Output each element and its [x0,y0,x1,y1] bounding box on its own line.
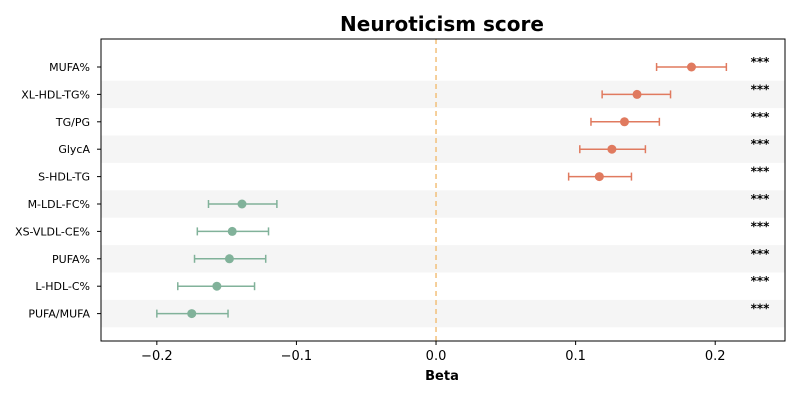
forest-row: *** [177,274,771,291]
beta-point [227,226,237,236]
forest-row: *** [601,82,771,99]
x-tick-label: 0.0 [426,349,447,364]
forest-row: *** [579,137,771,154]
significance-label: *** [751,219,771,233]
significance-label: *** [751,110,771,124]
significance-label: *** [751,137,771,151]
y-tick-label: PUFA% [52,253,90,266]
x-axis: −0.2 −0.1 0.0 0.1 0.2 [141,341,726,364]
beta-point [686,62,696,72]
x-tick-label: −0.1 [281,349,313,364]
y-axis: MUFA% XL-HDL-TG% TG/PG GlycA S-HDL-TG M-LDL-F… [15,61,101,321]
beta-point [237,199,247,209]
chart-title: Neuroticism score [340,12,544,36]
row-band [101,80,785,109]
beta-point [607,144,617,154]
row-band [101,135,785,163]
data-marks: *** *** *** *** *** *** *** *** *** *** [156,55,771,319]
forest-row: *** [196,219,771,236]
beta-point [187,309,197,319]
y-tick-label: L-HDL-C% [35,280,90,293]
x-tick-label: −0.2 [141,349,173,364]
x-tick-label: 0.2 [705,349,726,364]
significance-label: *** [751,274,771,288]
significance-label: *** [751,192,771,206]
beta-point [212,281,222,291]
forest-row: *** [207,192,771,209]
significance-label: *** [751,302,771,316]
y-tick-label: XS-VLDL-CE% [15,225,90,238]
beta-point [224,254,234,264]
x-tick-label: 0.1 [565,349,586,364]
plot-frame [100,38,786,342]
forest-row: *** [193,247,771,264]
significance-label: *** [751,82,771,96]
forest-row: *** [655,55,771,72]
row-bands [101,80,785,328]
y-tick-label: M-LDL-FC% [28,198,90,211]
forest-row: *** [590,110,771,127]
forest-row: *** [567,165,771,182]
significance-label: *** [751,247,771,261]
significance-label: *** [751,55,771,69]
beta-point [594,172,604,182]
y-tick-label: PUFA/MUFA [28,308,90,321]
y-tick-label: GlycA [58,143,90,156]
significance-label: *** [751,165,771,179]
beta-point [619,117,629,127]
forest-row: *** [156,302,771,319]
y-tick-label: MUFA% [49,61,90,74]
y-tick-label: TG/PG [55,116,90,129]
y-tick-label: S-HDL-TG [38,171,90,184]
x-axis-label: Beta [425,369,459,384]
beta-point [632,89,642,99]
y-tick-label: XL-HDL-TG% [21,88,90,101]
row-band [101,190,785,218]
